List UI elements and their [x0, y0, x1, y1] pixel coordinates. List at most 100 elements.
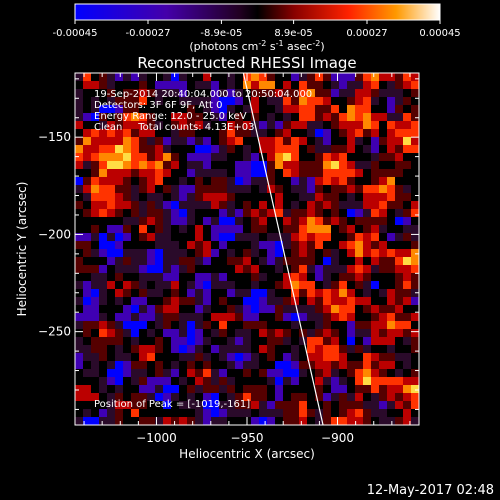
heatmap-cell	[251, 201, 259, 209]
heatmap-cell	[283, 97, 291, 105]
heatmap-cell	[195, 353, 203, 361]
heatmap-cell	[107, 209, 115, 217]
heatmap-cell	[155, 337, 163, 345]
heatmap-cell	[227, 81, 235, 89]
heatmap-cell	[347, 249, 355, 257]
heatmap-cell	[411, 113, 419, 121]
heatmap-cell	[355, 137, 363, 145]
heatmap-cell	[179, 97, 187, 105]
heatmap-cell	[371, 377, 379, 385]
heatmap-cell	[227, 377, 235, 385]
heatmap-cell	[275, 401, 283, 409]
heatmap-cell	[371, 73, 379, 81]
heatmap-cell	[323, 313, 331, 321]
heatmap-cell	[203, 129, 211, 137]
heatmap-cell	[99, 89, 107, 97]
heatmap-cell	[267, 377, 275, 385]
heatmap-cell	[323, 329, 331, 337]
heatmap-cell	[195, 401, 203, 409]
heatmap-cell	[115, 329, 123, 337]
heatmap-cell	[275, 321, 283, 329]
heatmap-cell	[291, 345, 299, 353]
heatmap-cell	[379, 233, 387, 241]
heatmap-cell	[339, 361, 347, 369]
heatmap-cell	[299, 257, 307, 265]
heatmap-cell	[107, 321, 115, 329]
heatmap-cell	[203, 113, 211, 121]
heatmap-cell	[275, 417, 283, 425]
heatmap-cell	[395, 329, 403, 337]
heatmap-cell	[91, 233, 99, 241]
heatmap-cell	[187, 89, 195, 97]
heatmap-cell	[267, 417, 275, 425]
heatmap-cell	[107, 369, 115, 377]
heatmap-cell	[307, 113, 315, 121]
heatmap-cell	[371, 361, 379, 369]
heatmap-cell	[339, 401, 347, 409]
heatmap-cell	[307, 417, 315, 425]
heatmap-cell	[371, 249, 379, 257]
heatmap-cell	[75, 401, 83, 409]
heatmap-cell	[171, 209, 179, 217]
heatmap-cell	[83, 145, 91, 153]
heatmap-cell	[107, 225, 115, 233]
heatmap-cell	[363, 401, 371, 409]
heatmap-cell	[139, 289, 147, 297]
heatmap-cell	[203, 257, 211, 265]
heatmap-cell	[299, 241, 307, 249]
heatmap-cell	[211, 305, 219, 313]
heatmap-cell	[379, 185, 387, 193]
heatmap-cell	[339, 297, 347, 305]
heatmap-cell	[83, 185, 91, 193]
heatmap-cell	[339, 249, 347, 257]
heatmap-cell	[171, 305, 179, 313]
heatmap-cell	[283, 265, 291, 273]
heatmap-cell	[411, 89, 419, 97]
heatmap-cell	[203, 289, 211, 297]
heatmap-cell	[99, 401, 107, 409]
heatmap-cell	[107, 401, 115, 409]
heatmap-cell	[395, 289, 403, 297]
heatmap-cell	[243, 185, 251, 193]
heatmap-cell	[267, 113, 275, 121]
heatmap-cell	[339, 345, 347, 353]
heatmap-cell	[91, 161, 99, 169]
heatmap-cell	[259, 169, 267, 177]
heatmap-cell	[411, 105, 419, 113]
heatmap-cell	[307, 89, 315, 97]
heatmap-cell	[251, 97, 259, 105]
heatmap-cell	[307, 345, 315, 353]
heatmap-cell	[139, 417, 147, 425]
heatmap-cell	[323, 281, 331, 289]
heatmap-cell	[131, 73, 139, 81]
heatmap-cell	[107, 105, 115, 113]
heatmap-cell	[267, 201, 275, 209]
heatmap-cell	[107, 377, 115, 385]
heatmap-cell	[243, 369, 251, 377]
heatmap-cell	[147, 257, 155, 265]
heatmap-cell	[219, 209, 227, 217]
heatmap-cell	[347, 305, 355, 313]
heatmap-cell	[83, 129, 91, 137]
heatmap-cell	[115, 113, 123, 121]
heatmap-cell	[91, 209, 99, 217]
heatmap-cell	[291, 361, 299, 369]
heatmap-cell	[115, 89, 123, 97]
heatmap-cell	[307, 353, 315, 361]
heatmap-cell	[395, 321, 403, 329]
heatmap-cell	[107, 233, 115, 241]
heatmap-cell	[363, 217, 371, 225]
heatmap-cell	[387, 385, 395, 393]
heatmap-cell	[115, 401, 123, 409]
heatmap-cell	[83, 321, 91, 329]
heatmap-cell	[411, 281, 419, 289]
heatmap-cell	[395, 337, 403, 345]
heatmap-cell	[307, 385, 315, 393]
heatmap-cell	[403, 313, 411, 321]
heatmap-cell	[379, 401, 387, 409]
heatmap-cell	[283, 193, 291, 201]
heatmap-cell	[331, 225, 339, 233]
heatmap-cell	[115, 297, 123, 305]
heatmap-cell	[355, 73, 363, 81]
heatmap-cell	[315, 273, 323, 281]
